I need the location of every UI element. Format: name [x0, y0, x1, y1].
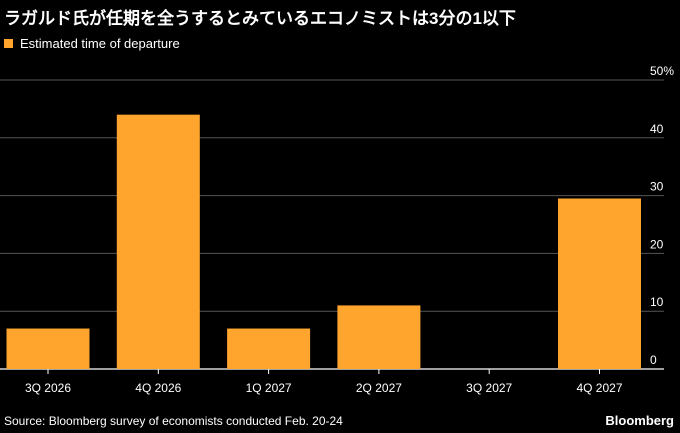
x-tick-label: 1Q 2027: [246, 381, 292, 395]
x-tick-label: 2Q 2027: [356, 381, 402, 395]
bar: [227, 328, 311, 369]
legend-swatch: [4, 39, 13, 48]
source-note: Source: Bloomberg survey of economists c…: [4, 414, 343, 428]
y-tick-label: 30: [650, 180, 664, 194]
y-tick-label: 20: [650, 237, 664, 251]
legend: Estimated time of departure: [4, 36, 180, 51]
y-tick-label: 50%: [650, 64, 674, 78]
bar: [116, 114, 200, 370]
x-tick-label: 4Q 2026: [135, 381, 181, 395]
bar: [337, 305, 421, 369]
y-tick-label: 40: [650, 122, 664, 136]
bar: [558, 198, 641, 369]
y-tick-label: 0: [650, 353, 657, 367]
legend-label: Estimated time of departure: [20, 36, 180, 51]
x-tick-label: 3Q 2027: [466, 381, 512, 395]
x-tick-label: 4Q 2027: [576, 381, 622, 395]
x-tick-label: 3Q 2026: [25, 381, 71, 395]
y-tick-label: 10: [650, 295, 664, 309]
chart-title: ラガルド氏が任期を全うするとみているエコノミストは3分の1以下: [4, 9, 516, 28]
bloomberg-logo: Bloomberg: [605, 413, 674, 428]
bar: [6, 328, 90, 369]
